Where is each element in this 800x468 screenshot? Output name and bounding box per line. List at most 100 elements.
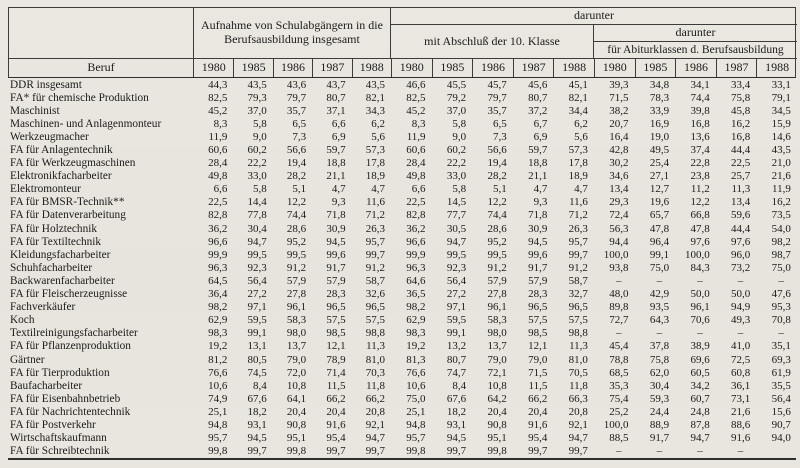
cell-value: 66,3 [568,392,588,405]
cell-value: 69,3 [771,353,791,366]
cell-value: 35,7 [286,104,307,117]
cell-value: 45,6 [528,78,548,91]
year-header: 1986 [272,59,312,77]
cell-value: 57,5 [528,314,548,327]
row-label: Maschinist [10,104,60,117]
cell-value: 91,6 [731,432,751,445]
cell-value: 56,3 [609,222,629,235]
cell-value: 60,6 [208,144,228,157]
cell-value: 91,6 [528,418,548,431]
cell-value: 97,1 [446,301,467,314]
cell-value: 60,2 [247,144,267,157]
cell-value: 19,4 [487,157,507,170]
cell-value: 96,5 [326,301,346,314]
table-row: Elektromonteur 6,6 5,8 5,1 4,7 4,7 6,6 5,8 5,1 4,… [8,183,796,196]
cell-value: 45,2 [208,104,228,117]
cell-value: 81,0 [365,353,385,366]
cell-value: 92,1 [568,418,588,431]
cell-value: 99,9 [406,248,426,261]
table-header: Beruf Aufnahme von Schulabgängern in die… [8,7,797,78]
year-header: 1980 [391,59,432,77]
cell-value: 14,5 [446,196,467,209]
row-label: Wirtschaftskaufmann [10,432,107,445]
year-header: 1986 [472,59,513,77]
cell-value: 16,8 [731,130,751,143]
cell-value: 19,2 [406,340,426,353]
cell-value: 94,8 [406,418,426,431]
cell-value: 76,6 [208,366,228,379]
cell-value: 60,2 [446,144,467,157]
cell-value: 79,2 [446,91,467,104]
cell-value: 91,2 [568,261,588,274]
cell-value: 14,4 [247,196,267,209]
cell-value: 66,8 [690,209,710,222]
cell-value: 22,2 [247,157,267,170]
cell-value: 49,8 [208,170,228,183]
cell-value: 35,7 [487,104,507,117]
cell-value: 95,3 [771,301,791,314]
cell-value: – [778,327,784,340]
cell-value: 22,8 [690,157,710,170]
header-darunter-1: darunter [574,8,614,23]
cell-value: 90,8 [286,418,307,431]
row-label: Fachverkäufer [10,301,76,314]
table-row: FA für Werkzeugmaschinen 28,4 22,2 19,4 18,8… [8,157,796,170]
cell-value: 15,9 [771,117,791,130]
cell-value: 66,2 [528,392,548,405]
cell-value: 22,2 [446,157,467,170]
cell-value: 64,1 [286,392,307,405]
cell-value: 33,4 [731,78,751,91]
statistics-table: Beruf Aufnahme von Schulabgängern in die… [8,7,797,460]
cell-value: 89,8 [609,301,629,314]
cell-value: 99,7 [365,445,385,458]
cell-value: 98,0 [286,327,307,340]
cell-value: 95,1 [487,432,507,445]
cell-value: 73,5 [771,209,791,222]
cell-value: 22,5 [208,196,228,209]
cell-value: 92,3 [247,261,267,274]
cell-value: 75,0 [771,261,791,274]
cell-value: 8,4 [253,379,267,392]
cell-value: 13,7 [286,340,307,353]
cell-value: 39,8 [690,104,710,117]
row-label: Elektromonteur [10,183,81,196]
cell-value: 43,5 [365,78,385,91]
cell-value: 60,6 [406,144,426,157]
table-row: FA für Nachrichtentechnik 25,1 18,2 20,4 20,… [8,405,796,418]
row-label: Backwarenfacharbeiter [10,274,115,287]
cell-value: 94,7 [690,432,710,445]
cell-value: 34,1 [690,78,710,91]
cell-value: 19,4 [286,157,307,170]
cell-value: 12,2 [690,196,710,209]
row-label: Baufacharbeiter [10,379,83,392]
cell-value: 71,5 [528,366,548,379]
cell-value: 59,7 [326,144,346,157]
cell-value: 96,5 [365,301,385,314]
cell-value: 88,6 [731,418,751,431]
cell-value: 99,8 [406,445,426,458]
cell-value: 35,5 [771,379,791,392]
cell-value: 57,9 [528,274,548,287]
cell-value: 96,0 [731,248,751,261]
cell-value: 66,2 [326,392,346,405]
cell-value: 82,5 [406,91,426,104]
cell-value: 56,4 [446,274,467,287]
cell-value: 57,9 [487,274,507,287]
cell-value: 13,4 [731,196,751,209]
cell-value: 27,8 [487,288,507,301]
cell-value: 28,4 [406,157,426,170]
cell-value: 18,8 [528,157,548,170]
cell-value: 94,7 [568,432,588,445]
cell-value: 88,5 [609,432,629,445]
header-group2-title: mit Abschluß der 10. Klasse [391,24,594,58]
cell-value: 12,1 [326,340,346,353]
cell-value: 23,8 [690,170,710,183]
cell-value: 96,6 [406,235,426,248]
table-row: FA für Anlagentechnik 60,6 60,2 56,6 59,7 57,… [8,143,796,156]
cell-value: 98,5 [326,327,346,340]
cell-value: 5,8 [253,183,267,196]
cell-value: 8,3 [213,117,228,130]
cell-value: 12,2 [487,196,507,209]
cell-value: 65,7 [649,209,670,222]
cell-value: 11,5 [326,379,346,392]
